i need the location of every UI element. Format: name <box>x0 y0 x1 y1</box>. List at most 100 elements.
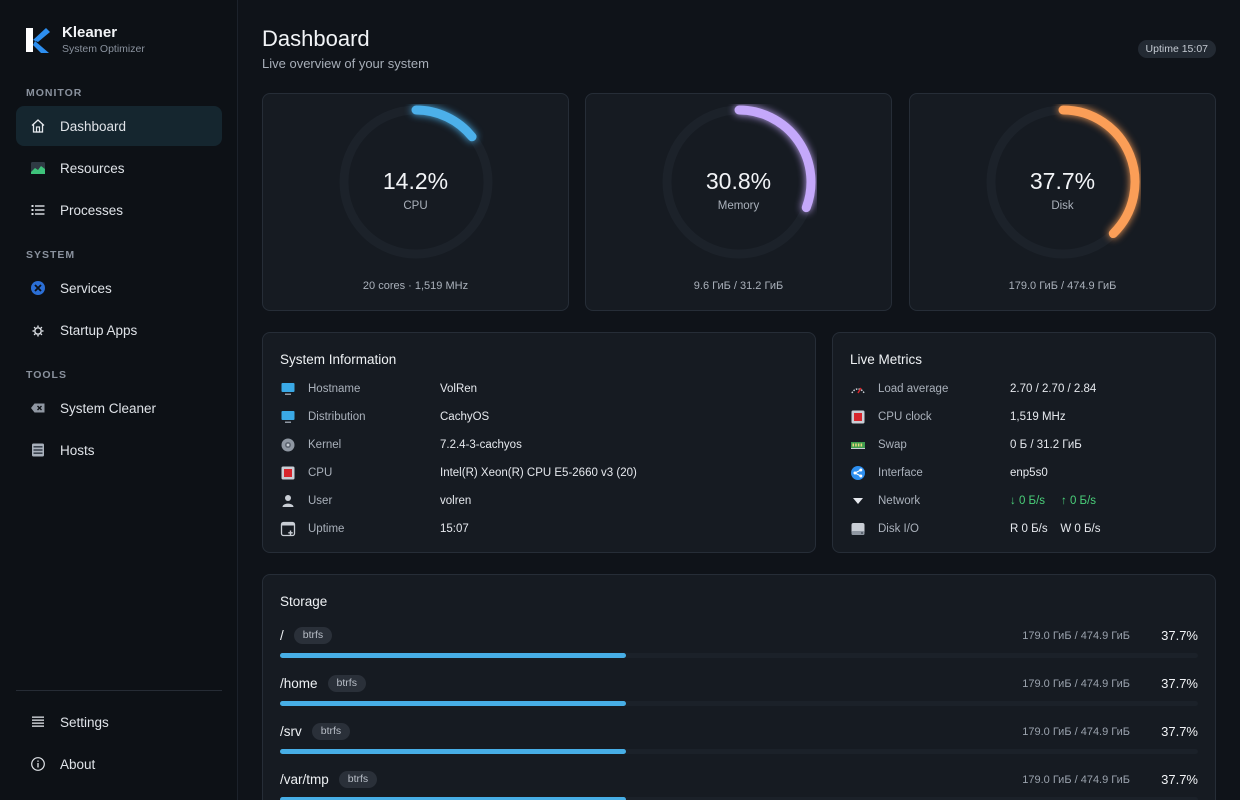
network-download-rate: ↓ 0 Б/s <box>1010 495 1046 507</box>
usage-bar-fill <box>280 797 627 800</box>
drive-icon <box>850 521 866 537</box>
section-label-system: SYSTEM <box>26 249 76 261</box>
mount-point: /home <box>280 676 318 691</box>
kleaner-logo-icon <box>26 28 50 53</box>
sidebar-item-label: Dashboard <box>60 118 127 134</box>
filesystem-badge: btrfs <box>293 627 333 644</box>
sidebar-item-label: Resources <box>60 160 125 176</box>
network-upload-rate: ↑ 0 Б/s <box>1061 495 1097 507</box>
usage-bar-track <box>280 653 1198 658</box>
memory-percent: 30.8% <box>705 168 772 194</box>
sidebar-item-processes[interactable]: Processes <box>16 190 222 230</box>
main-content: Dashboard Live overview of your system U… <box>238 0 1240 800</box>
usage-bar-track <box>280 797 1198 800</box>
metric-key: Disk I/O <box>878 523 919 535</box>
cpu-icon <box>850 409 866 425</box>
cpu-gauge-card: 14.2% CPU 20 cores · 1,519 MHz <box>262 93 569 311</box>
info-row-user: User volren <box>280 493 471 509</box>
sidebar-item-startup-apps[interactable]: Startup Apps <box>16 310 222 350</box>
speedometer-icon <box>850 381 866 397</box>
app-name: Kleaner <box>62 24 118 41</box>
metric-row-swap: Swap 0 Б / 31.2 ГиБ <box>850 437 1082 453</box>
storage-percent: 37.7% <box>1161 676 1198 691</box>
page-subtitle: Live overview of your system <box>262 56 429 71</box>
sidebar-item-system-cleaner[interactable]: System Cleaner <box>16 388 222 428</box>
storage-used: 179.0 ГиБ / 474.9 ГиБ <box>1022 678 1130 690</box>
info-key: Uptime <box>308 523 345 535</box>
triangle-down-icon <box>850 493 866 509</box>
sidebar-item-dashboard[interactable]: Dashboard <box>16 106 222 146</box>
info-key: CPU <box>308 467 333 479</box>
live-metrics-card: Live Metrics Load average 2.70 / 2.70 / … <box>832 332 1216 553</box>
section-label-monitor: MONITOR <box>26 87 83 99</box>
cpu-icon <box>280 465 296 481</box>
sidebar-item-label: System Cleaner <box>60 400 157 416</box>
server-icon <box>30 442 46 458</box>
gear-icon <box>280 437 296 453</box>
sidebar-item-settings[interactable]: Settings <box>16 702 222 742</box>
page-title: Dashboard <box>262 26 370 51</box>
metric-key: Interface <box>878 467 923 479</box>
usage-bar-track <box>280 749 1198 754</box>
info-value: 15:07 <box>440 523 469 535</box>
home-icon <box>30 118 46 134</box>
sidebar-divider <box>16 690 222 691</box>
info-value: 7.2.4-3-cachyos <box>440 439 522 451</box>
list-icon <box>30 202 46 218</box>
network-share-icon <box>850 465 866 481</box>
usage-bar-fill <box>280 701 627 706</box>
sidebar-item-label: Hosts <box>60 442 95 458</box>
info-value: volren <box>440 495 472 507</box>
info-value: VolRen <box>440 383 478 395</box>
info-key: User <box>308 495 333 507</box>
storage-row: /srv btrfs 179.0 ГиБ / 474.9 ГиБ 37.7% <box>280 723 1198 763</box>
sidebar-item-about[interactable]: About <box>16 744 222 784</box>
metric-value: 1,519 MHz <box>1010 411 1066 423</box>
metric-key: Network <box>878 495 921 507</box>
storage-used: 179.0 ГиБ / 474.9 ГиБ <box>1022 630 1130 642</box>
filesystem-badge: btrfs <box>327 675 366 692</box>
disk-gauge-ring <box>986 105 1140 259</box>
sidebar-item-services[interactable]: Services <box>16 268 222 308</box>
metric-key: Swap <box>878 439 907 451</box>
sidebar: Kleaner System Optimizer MONITOR Dashboa… <box>0 0 238 800</box>
storage-title: Storage <box>280 594 328 609</box>
cpu-detail: 20 cores · 1,519 MHz <box>362 280 469 292</box>
info-row-hostname: Hostname VolRen <box>280 381 477 397</box>
storage-row: /var/tmp btrfs 179.0 ГиБ / 474.9 ГиБ 37.7… <box>280 771 1198 800</box>
app-subtitle: System Optimizer <box>62 43 145 55</box>
cpu-percent: 14.2% <box>382 168 449 194</box>
menu-icon <box>30 714 46 730</box>
info-value: Intel(R) Xeon(R) CPU E5-2660 v3 (20) <box>440 467 637 479</box>
sidebar-item-resources[interactable]: Resources <box>16 148 222 188</box>
info-row-distribution: Distribution CachyOS <box>280 409 489 425</box>
tools-icon <box>30 280 46 296</box>
filesystem-badge: btrfs <box>311 723 351 740</box>
memory-label: Memory <box>717 200 760 212</box>
metric-value: 0 Б / 31.2 ГиБ <box>1010 439 1082 451</box>
metric-value: 2.70 / 2.70 / 2.84 <box>1010 383 1097 395</box>
info-key: Distribution <box>308 411 366 423</box>
filesystem-badge: btrfs <box>338 771 378 788</box>
info-key: Hostname <box>308 383 361 395</box>
info-row-kernel: Kernel 7.2.4-3-cachyos <box>280 437 522 453</box>
disk-percent: 37.7% <box>1029 168 1096 194</box>
metric-value: enp5s0 <box>1010 467 1048 479</box>
live-metrics-title: Live Metrics <box>850 352 923 367</box>
mount-point: / <box>280 628 284 643</box>
metric-key: Load average <box>878 383 949 395</box>
clock-icon <box>280 521 296 537</box>
info-value: CachyOS <box>440 411 490 423</box>
sidebar-item-hosts[interactable]: Hosts <box>16 430 222 470</box>
storage-percent: 37.7% <box>1161 628 1198 643</box>
storage-percent: 37.7% <box>1161 724 1198 739</box>
usage-bar-fill <box>280 653 627 658</box>
system-info-title: System Information <box>280 352 397 367</box>
sidebar-item-label: About <box>60 756 96 772</box>
metric-row-interface: Interface enp5s0 <box>850 465 1048 481</box>
eraser-icon <box>30 400 46 416</box>
info-icon <box>30 756 46 772</box>
system-info-card: System Information Hostname VolRen Distr… <box>262 332 816 553</box>
info-key: Kernel <box>308 439 342 451</box>
storage-used: 179.0 ГиБ / 474.9 ГиБ <box>1022 726 1130 738</box>
